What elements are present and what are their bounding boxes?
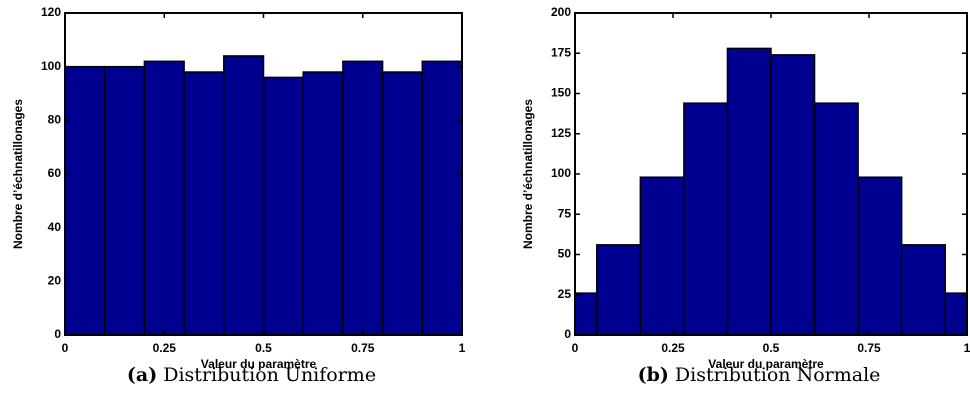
bar [342, 60, 384, 335]
x-axis-label: Valeur du paramètre [201, 357, 317, 371]
bars [575, 47, 967, 335]
x-tick-label: 0.5 [255, 341, 272, 355]
y-tick-label: 0 [54, 327, 61, 341]
bar [223, 55, 265, 335]
bar [143, 60, 185, 335]
bar [262, 76, 304, 335]
x-tick-label: 1 [964, 341, 970, 355]
y-tick-label: 20 [48, 274, 62, 288]
y-tick-label: 150 [551, 86, 571, 100]
bar [726, 47, 772, 335]
caption: (a) Distribution Uniforme [127, 364, 376, 386]
x-tick-label: 0 [572, 341, 579, 355]
bar [813, 102, 859, 335]
y-tick-label: 40 [48, 220, 62, 234]
x-axis-label: Valeur du paramètre [708, 357, 824, 371]
y-tick-label: 75 [558, 206, 572, 220]
y-tick-label: 125 [551, 126, 571, 140]
bar [639, 176, 685, 335]
y-tick-label: 50 [558, 247, 572, 261]
y-tick-label: 175 [551, 45, 571, 59]
x-tick-label: 0.25 [153, 341, 177, 355]
y-tick-label: 100 [41, 59, 61, 73]
y-tick-label: 100 [551, 166, 571, 180]
y-tick-label: 80 [48, 113, 62, 127]
x-tick-label: 0.75 [351, 341, 375, 355]
x-tick-label: 0 [62, 341, 69, 355]
bars [65, 55, 462, 335]
bar [65, 65, 106, 335]
y-tick-label: 0 [564, 327, 571, 341]
bar [302, 71, 344, 335]
x-tick-label: 0.25 [661, 341, 685, 355]
bar [683, 102, 729, 335]
y-tick-label: 120 [41, 5, 61, 19]
caption-text: Distribution Uniforme [163, 364, 376, 386]
chart: 0 20 40 60 80 100 120 0 0.25 0.5 0.75 1 Valeur du pa… [11, 5, 465, 386]
chart: 0 25 50 75 100 125 150 175 200 0 0.25 0.5 0.75 1 Valeu… [521, 5, 970, 386]
bar [770, 54, 816, 335]
bar [421, 60, 462, 335]
bar [900, 244, 946, 335]
y-tick-label: 200 [551, 5, 571, 19]
caption-label: (a) [127, 364, 157, 386]
y-tick-label: 60 [48, 166, 62, 180]
bar [103, 65, 146, 335]
caption-label: (b) [638, 364, 669, 386]
caption-text: Distribution Normale [675, 364, 881, 386]
x-tick-label: 0.5 [763, 341, 780, 355]
bar [596, 244, 642, 335]
x-tick-label: 1 [459, 341, 466, 355]
bar [183, 71, 225, 335]
x-tick-label: 0.75 [857, 341, 881, 355]
y-axis-label: Nombre d’échnatillonages [521, 99, 535, 249]
bar [857, 176, 903, 335]
y-tick-label: 25 [558, 287, 572, 301]
caption: (b) Distribution Normale [638, 364, 881, 386]
y-axis-label: Nombre d’échnatillonages [11, 99, 25, 249]
bar [381, 71, 424, 335]
